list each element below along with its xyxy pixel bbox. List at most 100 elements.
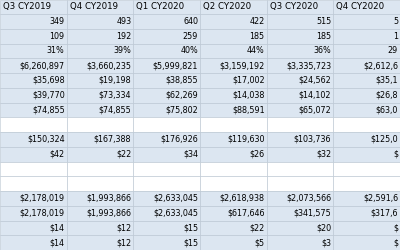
Text: 515: 515 xyxy=(316,17,331,26)
Bar xyxy=(133,44,200,58)
Text: $22: $22 xyxy=(250,224,265,232)
Bar xyxy=(0,14,67,29)
Bar xyxy=(333,102,400,117)
Text: $2,591,6: $2,591,6 xyxy=(363,194,398,203)
Bar xyxy=(267,88,333,102)
Text: Q3 CY2019: Q3 CY2019 xyxy=(3,2,51,12)
Text: $: $ xyxy=(393,150,398,159)
Text: $3: $3 xyxy=(321,238,331,247)
Text: $2,618,938: $2,618,938 xyxy=(220,194,265,203)
Bar xyxy=(267,176,333,191)
Bar xyxy=(67,220,133,235)
Bar xyxy=(200,73,267,88)
Text: $3,335,723: $3,335,723 xyxy=(286,61,331,70)
Bar xyxy=(333,206,400,220)
Bar xyxy=(0,117,67,132)
Text: Q4 CY2019: Q4 CY2019 xyxy=(70,2,118,12)
Bar xyxy=(267,220,333,235)
Text: $1,993,866: $1,993,866 xyxy=(86,194,131,203)
Bar xyxy=(67,29,133,44)
Bar xyxy=(67,58,133,73)
Bar xyxy=(133,102,200,117)
Bar xyxy=(200,147,267,162)
Bar xyxy=(67,44,133,58)
Text: $22: $22 xyxy=(116,150,131,159)
Bar xyxy=(333,14,400,29)
Bar xyxy=(67,132,133,147)
Text: $32: $32 xyxy=(316,150,331,159)
Bar xyxy=(0,206,67,220)
Text: $14: $14 xyxy=(50,224,65,232)
Bar xyxy=(133,117,200,132)
Text: 40%: 40% xyxy=(180,46,198,56)
Bar xyxy=(267,102,333,117)
Bar xyxy=(133,176,200,191)
Bar xyxy=(133,132,200,147)
Bar xyxy=(200,88,267,102)
Text: 185: 185 xyxy=(250,32,265,40)
Text: $24,562: $24,562 xyxy=(298,76,331,85)
Bar xyxy=(133,73,200,88)
Bar xyxy=(0,162,67,176)
Bar xyxy=(267,14,333,29)
Bar xyxy=(333,147,400,162)
Text: $2,073,566: $2,073,566 xyxy=(286,194,331,203)
Text: $34: $34 xyxy=(183,150,198,159)
Bar xyxy=(267,29,333,44)
Bar xyxy=(200,220,267,235)
Text: 31%: 31% xyxy=(47,46,65,56)
Bar xyxy=(133,88,200,102)
Bar xyxy=(333,73,400,88)
Text: $150,324: $150,324 xyxy=(27,135,65,144)
Bar xyxy=(333,58,400,73)
Bar xyxy=(200,191,267,206)
Bar xyxy=(133,0,200,14)
Text: $5: $5 xyxy=(254,238,265,247)
Bar xyxy=(67,206,133,220)
Text: $317,6: $317,6 xyxy=(370,208,398,218)
Bar xyxy=(67,147,133,162)
Text: 36%: 36% xyxy=(314,46,331,56)
Bar xyxy=(333,44,400,58)
Bar xyxy=(0,102,67,117)
Text: $14: $14 xyxy=(50,238,65,247)
Text: $12: $12 xyxy=(116,238,131,247)
Text: $42: $42 xyxy=(50,150,65,159)
Bar xyxy=(67,0,133,14)
Text: $: $ xyxy=(393,224,398,232)
Text: $2,178,019: $2,178,019 xyxy=(20,194,65,203)
Bar xyxy=(67,102,133,117)
Text: $15: $15 xyxy=(183,224,198,232)
Bar xyxy=(67,162,133,176)
Bar xyxy=(200,44,267,58)
Text: $2,178,019: $2,178,019 xyxy=(20,208,65,218)
Bar xyxy=(133,14,200,29)
Text: $74,855: $74,855 xyxy=(98,106,131,114)
Bar xyxy=(67,176,133,191)
Bar xyxy=(67,235,133,250)
Bar xyxy=(333,191,400,206)
Bar xyxy=(200,0,267,14)
Bar xyxy=(333,132,400,147)
Text: 493: 493 xyxy=(116,17,131,26)
Text: $5,999,821: $5,999,821 xyxy=(153,61,198,70)
Text: 640: 640 xyxy=(183,17,198,26)
Text: $20: $20 xyxy=(316,224,331,232)
Bar xyxy=(200,117,267,132)
Text: $62,269: $62,269 xyxy=(165,90,198,100)
Bar xyxy=(200,58,267,73)
Bar xyxy=(267,73,333,88)
Bar xyxy=(133,58,200,73)
Bar xyxy=(133,235,200,250)
Bar xyxy=(133,147,200,162)
Text: 422: 422 xyxy=(250,17,265,26)
Bar xyxy=(267,191,333,206)
Text: $3,159,192: $3,159,192 xyxy=(220,61,265,70)
Bar xyxy=(0,44,67,58)
Text: $167,388: $167,388 xyxy=(94,135,131,144)
Text: $2,633,045: $2,633,045 xyxy=(153,194,198,203)
Bar xyxy=(67,14,133,29)
Text: 259: 259 xyxy=(183,32,198,40)
Bar xyxy=(133,162,200,176)
Bar xyxy=(67,117,133,132)
